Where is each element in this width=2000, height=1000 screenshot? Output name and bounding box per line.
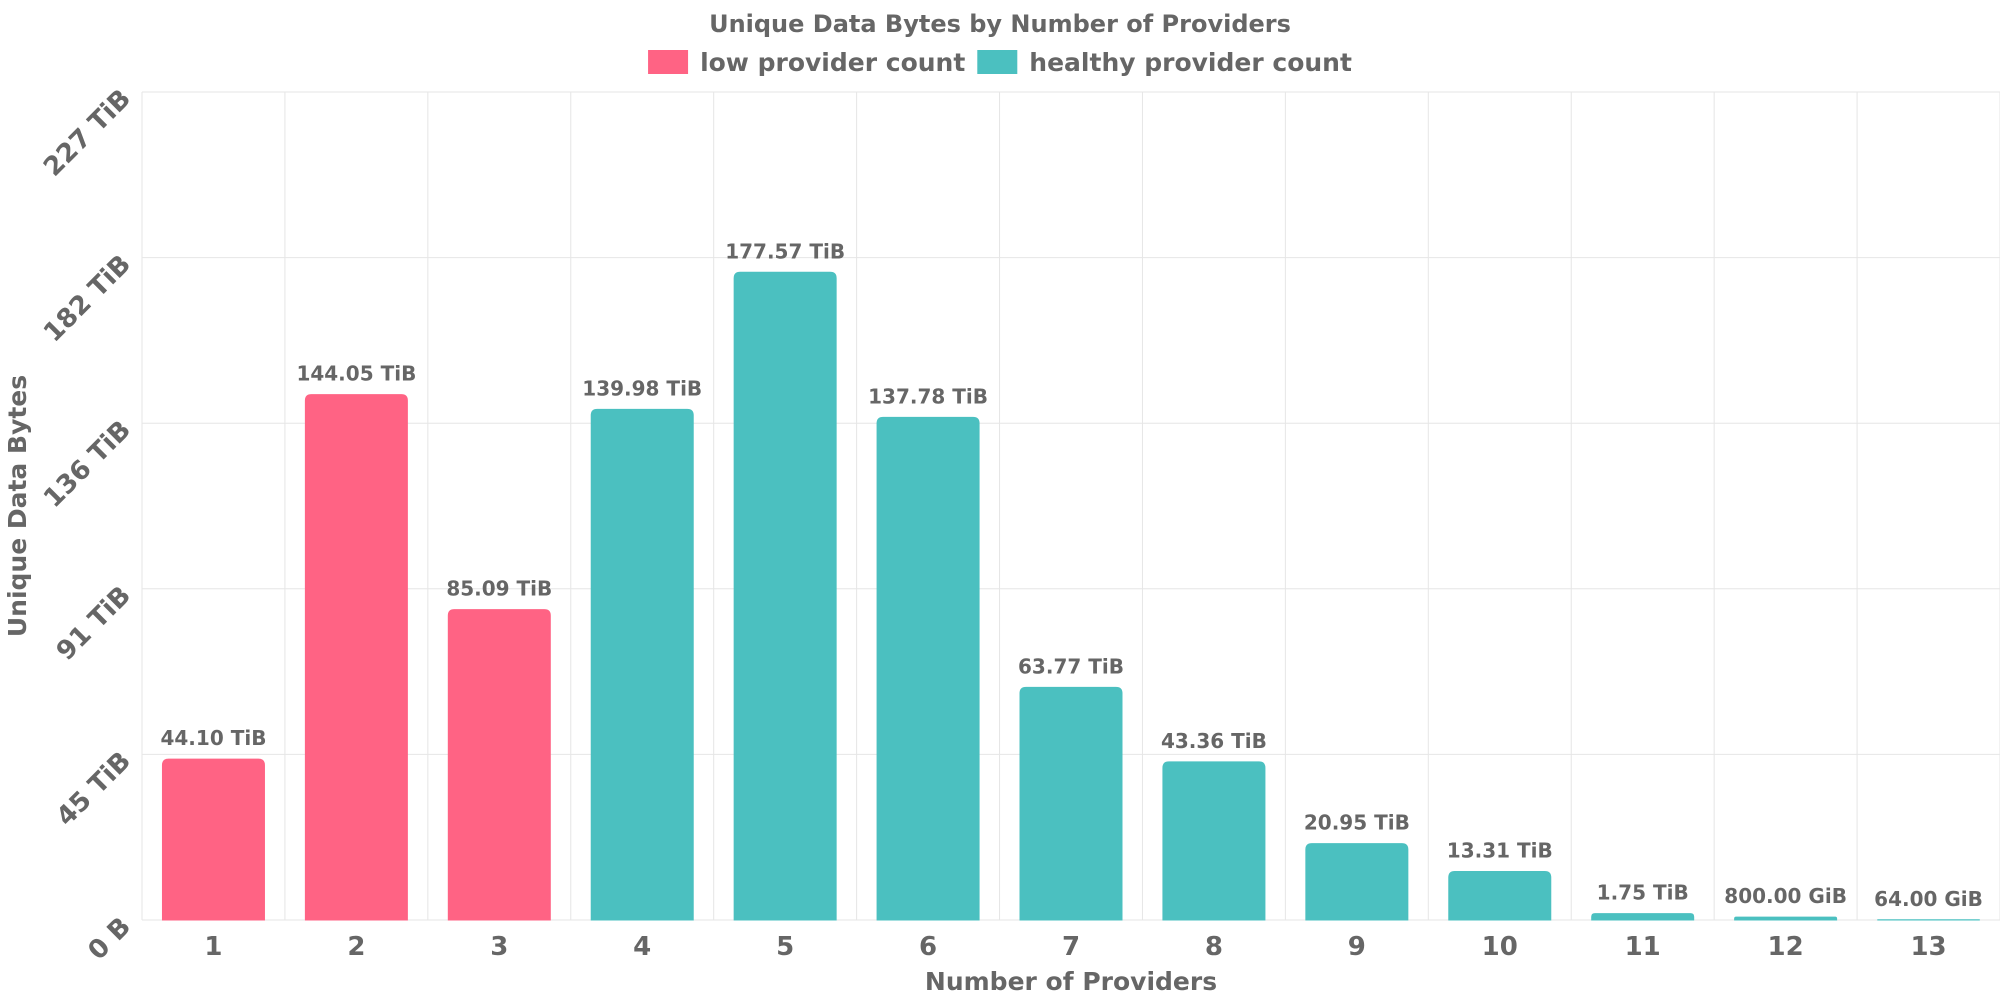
bar-6 xyxy=(876,416,980,921)
data-label-4: 139.98 TiB xyxy=(582,376,702,400)
data-label-12: 800.00 GiB xyxy=(1724,884,1847,908)
legend-swatch-healthy xyxy=(977,50,1018,74)
bar-9 xyxy=(1305,843,1409,921)
data-label-2: 144.05 TiB xyxy=(296,362,416,386)
y-axis-title: Unique Data Bytes xyxy=(3,375,32,637)
x-tick-8: 8 xyxy=(1205,932,1223,962)
bar-7 xyxy=(1019,686,1123,921)
legend-label-healthy: healthy provider count xyxy=(1029,48,1352,77)
bar-3 xyxy=(447,609,551,921)
chart-title: Unique Data Bytes by Number of Providers xyxy=(709,10,1291,38)
x-tick-10: 10 xyxy=(1482,932,1518,962)
bar-12 xyxy=(1734,916,1838,921)
grid-lines xyxy=(141,91,2000,921)
x-tick-6: 6 xyxy=(919,932,937,962)
data-label-6: 137.78 TiB xyxy=(868,384,988,408)
bar-5 xyxy=(733,271,837,921)
y-tick-label: 91 TiB xyxy=(51,581,137,667)
bar-1 xyxy=(161,758,265,921)
y-axis-ticks: 0 B 45 TiB 91 TiB 136 TiB 182 TiB 227 TiB xyxy=(38,84,137,966)
data-label-9: 20.95 TiB xyxy=(1304,811,1410,835)
legend-label-low: low provider count xyxy=(700,48,965,77)
y-tick-label: 0 B xyxy=(83,912,137,966)
y-tick-label: 136 TiB xyxy=(38,415,137,514)
y-tick-label: 45 TiB xyxy=(51,746,137,832)
data-label-1: 44.10 TiB xyxy=(160,726,266,750)
y-tick-label: 182 TiB xyxy=(38,249,137,348)
bar-8 xyxy=(1162,761,1266,921)
x-tick-1: 1 xyxy=(204,932,222,962)
x-tick-7: 7 xyxy=(1062,932,1080,962)
x-tick-12: 12 xyxy=(1768,932,1804,962)
data-label-7: 63.77 TiB xyxy=(1018,654,1124,678)
x-tick-5: 5 xyxy=(776,932,794,962)
bar-11 xyxy=(1591,913,1695,921)
bar-2 xyxy=(304,394,408,921)
data-label-8: 43.36 TiB xyxy=(1161,729,1267,753)
data-label-3: 85.09 TiB xyxy=(446,577,552,601)
data-labels: 44.10 TiB 144.05 TiB 85.09 TiB 139.98 TiB 17… xyxy=(160,239,1982,910)
x-tick-4: 4 xyxy=(633,932,651,962)
bar-10 xyxy=(1448,870,1552,921)
y-tick-label: 227 TiB xyxy=(38,84,137,183)
x-tick-11: 11 xyxy=(1625,932,1661,962)
legend-swatch-low xyxy=(648,50,689,74)
x-axis-ticks: 1 2 3 4 5 6 7 8 9 10 11 12 13 xyxy=(204,932,1946,962)
data-label-11: 1.75 TiB xyxy=(1597,881,1689,905)
x-axis-title: Number of Providers xyxy=(925,967,1217,996)
x-tick-2: 2 xyxy=(347,932,365,962)
bars xyxy=(161,271,1981,921)
x-tick-3: 3 xyxy=(490,932,508,962)
legend: low provider count healthy provider count xyxy=(648,48,1352,77)
bar-13 xyxy=(1877,919,1981,921)
bar-4 xyxy=(590,408,694,921)
data-label-5: 177.57 TiB xyxy=(725,239,845,263)
data-label-10: 13.31 TiB xyxy=(1447,838,1553,862)
data-label-13: 64.00 GiB xyxy=(1874,887,1983,911)
x-tick-9: 9 xyxy=(1348,932,1366,962)
x-tick-13: 13 xyxy=(1910,932,1946,962)
